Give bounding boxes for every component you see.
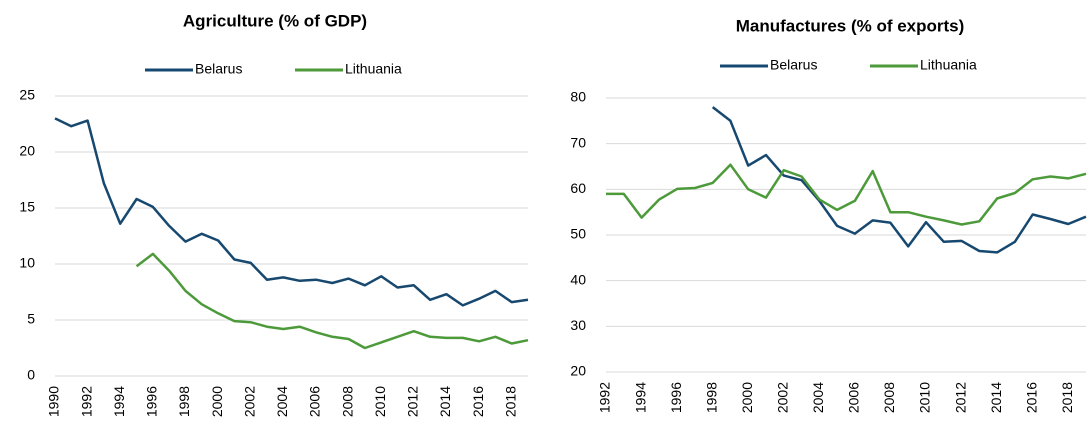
- y-tick-label: 20: [570, 363, 586, 379]
- x-tick-label: 2016: [470, 386, 486, 417]
- x-tick-label: 2004: [274, 386, 290, 417]
- y-tick-label: 80: [570, 89, 586, 105]
- x-tick-label: 2018: [1059, 382, 1075, 413]
- y-tick-label: 60: [570, 180, 586, 196]
- y-tick-label: 30: [570, 317, 586, 333]
- y-tick-label: 25: [19, 87, 35, 103]
- y-tick-label: 15: [19, 199, 35, 215]
- chart-title: Manufactures (% of exports): [736, 16, 965, 35]
- x-tick-label: 2014: [437, 386, 453, 417]
- x-tick-label: 1994: [111, 386, 127, 417]
- legend-label: Lithuania: [920, 57, 977, 73]
- x-tick-label: 1998: [703, 382, 719, 413]
- x-tick-label: 1998: [176, 386, 192, 417]
- x-tick-label: 2018: [502, 386, 518, 417]
- y-tick-label: 70: [570, 134, 586, 150]
- x-tick-label: 2014: [988, 382, 1004, 413]
- y-tick-label: 40: [570, 271, 586, 287]
- y-tick-label: 0: [27, 367, 35, 383]
- data-line: [711, 106, 1087, 254]
- x-tick-label: 2002: [774, 382, 790, 413]
- x-tick-label: 2010: [917, 382, 933, 413]
- y-tick-label: 10: [19, 255, 35, 271]
- legend-label: Lithuania: [345, 61, 402, 77]
- x-tick-label: 2006: [307, 386, 323, 417]
- data-line: [135, 252, 529, 350]
- x-tick-label: 2006: [846, 382, 862, 413]
- x-tick-label: 1996: [144, 386, 160, 417]
- x-tick-label: 1994: [632, 382, 648, 413]
- x-tick-label: 1990: [46, 386, 62, 417]
- x-tick-label: 2000: [209, 386, 225, 417]
- x-tick-label: 2012: [952, 382, 968, 413]
- x-tick-label: 2010: [372, 386, 388, 417]
- chart-title: Agriculture (% of GDP): [183, 11, 367, 30]
- x-tick-label: 2000: [739, 382, 755, 413]
- x-tick-label: 2016: [1023, 382, 1039, 413]
- x-tick-label: 1992: [597, 382, 613, 413]
- y-tick-label: 5: [27, 311, 35, 327]
- data-line: [606, 163, 1087, 226]
- x-tick-label: 1992: [78, 386, 94, 417]
- y-tick-label: 50: [570, 226, 586, 242]
- x-tick-label: 2008: [881, 382, 897, 413]
- x-tick-label: 2008: [339, 386, 355, 417]
- data-line: [54, 117, 529, 307]
- x-tick-label: 2002: [241, 386, 257, 417]
- x-tick-label: 2012: [405, 386, 421, 417]
- x-tick-label: 1996: [668, 382, 684, 413]
- y-tick-label: 20: [19, 143, 35, 159]
- x-tick-label: 2004: [810, 382, 826, 413]
- legend-label: Belarus: [195, 61, 242, 77]
- legend-label: Belarus: [770, 57, 817, 73]
